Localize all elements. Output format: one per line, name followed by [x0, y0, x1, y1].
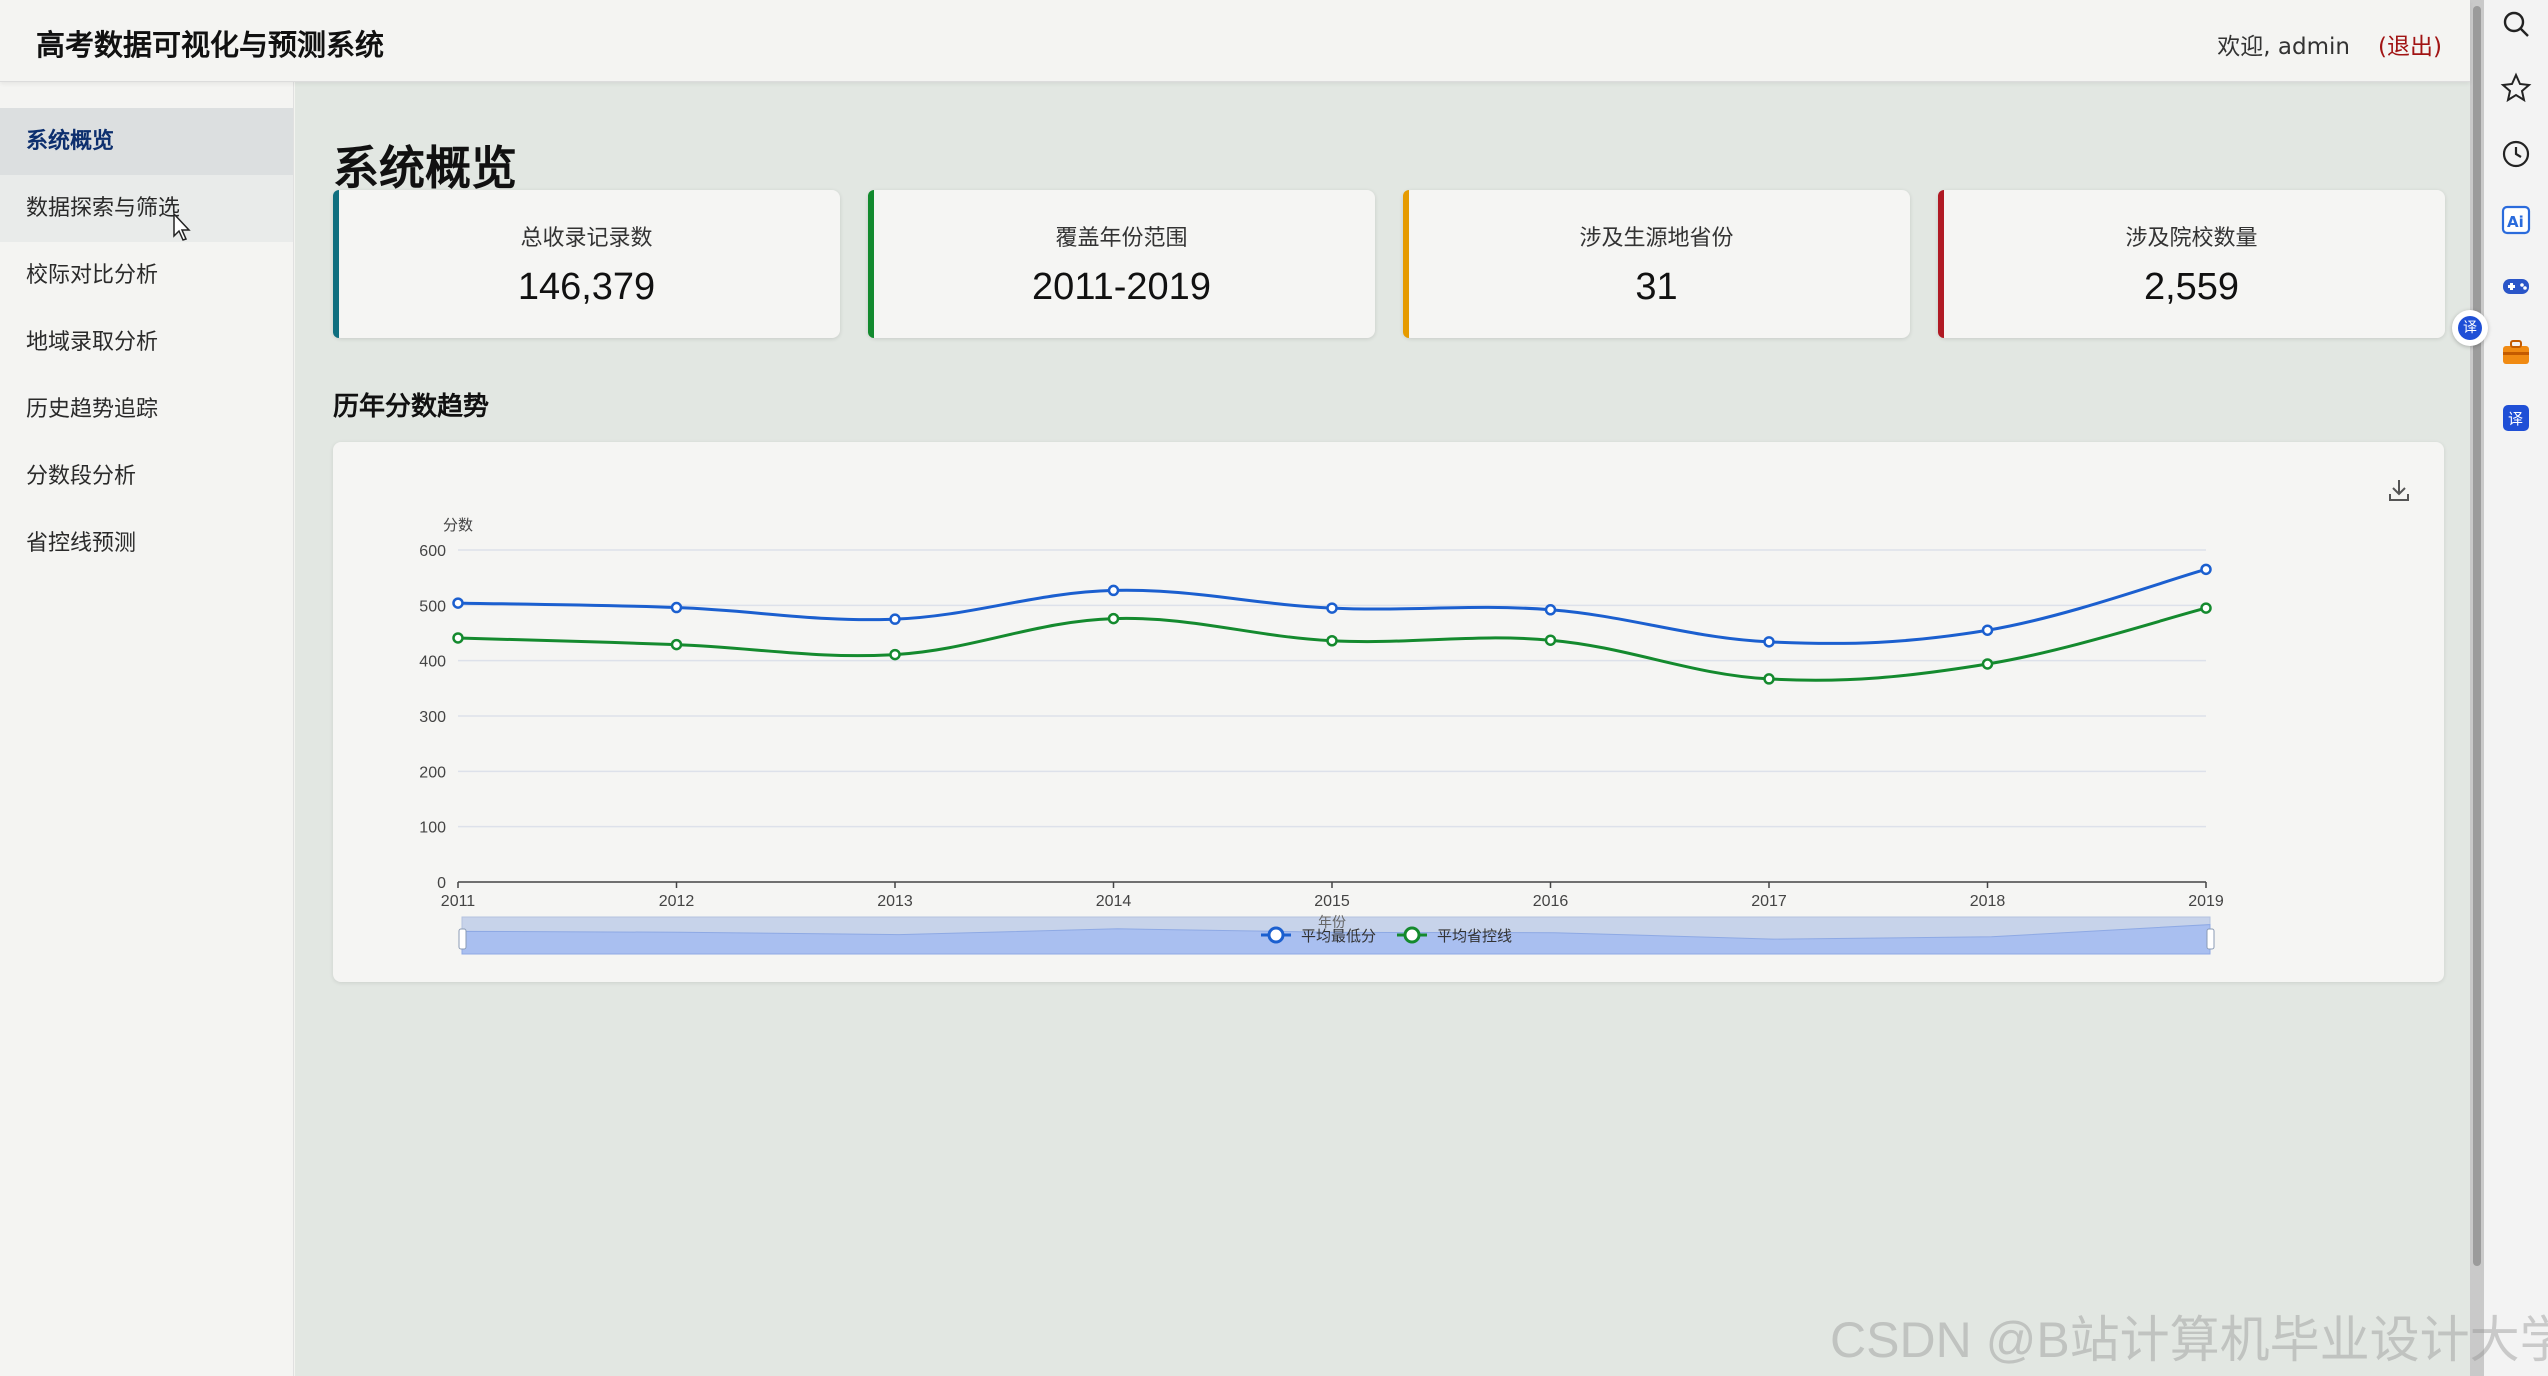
- data-point: [452, 632, 464, 644]
- welcome-text: 欢迎, admin: [2217, 34, 2350, 60]
- x-axis-label: 年份: [1318, 915, 1346, 931]
- svg-text:Ai: Ai: [2507, 213, 2524, 231]
- data-point: [889, 613, 901, 625]
- y-tick-label: 300: [419, 709, 446, 726]
- section-title-trend: 历年分数趋势: [333, 392, 490, 422]
- data-point: [1107, 584, 1120, 597]
- data-point: [670, 601, 683, 614]
- sidebar-item-control-line-predict[interactable]: 省控线预测: [26, 531, 137, 556]
- sidebar-item-overview[interactable]: 系统概览: [0, 108, 293, 175]
- game-icon[interactable]: [2500, 270, 2532, 302]
- card-accent-bar: [1938, 190, 1944, 338]
- page-scrollbar[interactable]: [2470, 0, 2484, 1376]
- browser-sidebar: Ai 译: [2484, 0, 2548, 1376]
- sidebar-item-region-admission[interactable]: 地域录取分析: [26, 330, 159, 355]
- trend-chart-panel: 0 100 200 300 400 500 600 2011 2012 2013 2014 2015 2…: [333, 442, 2444, 982]
- y-tick-label: 400: [419, 654, 446, 671]
- y-tick-label: 600: [419, 543, 446, 560]
- x-tick-label: 2012: [659, 893, 695, 910]
- data-point: [1326, 634, 1338, 647]
- y-tick-label: 100: [419, 820, 446, 837]
- card-label: 涉及院校数量: [2125, 226, 2258, 251]
- card-accent-bar: [333, 190, 339, 338]
- data-point: [1981, 658, 1994, 670]
- card-label: 覆盖年份范围: [1055, 226, 1188, 251]
- x-tick-label: 2019: [2188, 893, 2224, 910]
- sidebar: 系统概览 数据探索与筛选 校际对比分析 地域录取分析 历史趋势追踪 分数段分析 …: [0, 82, 294, 1376]
- scrollbar-thumb[interactable]: [2473, 6, 2481, 1266]
- x-tick-label: 2015: [1314, 893, 1350, 910]
- search-icon[interactable]: [2500, 8, 2532, 40]
- data-point: [670, 638, 683, 651]
- stat-card-school-count: 涉及院校数量 2,559: [1938, 190, 2445, 338]
- top-bar: 高考数据可视化与预测系统 欢迎, admin (退出): [0, 0, 2470, 82]
- x-tick-label: 2017: [1751, 893, 1787, 910]
- card-value: 2,559: [2143, 266, 2240, 308]
- mouse-cursor-icon: [173, 212, 191, 241]
- stat-card-total-records: 总收录记录数 146,379: [333, 190, 840, 338]
- trend-line-chart: 0 100 200 300 400 500 600 2011 2012 2013 2014 2015 2…: [419, 480, 2409, 955]
- floating-translate-button[interactable]: 译: [2452, 310, 2488, 346]
- card-value: 31: [1635, 266, 1678, 308]
- data-point: [1544, 634, 1557, 646]
- data-point: [1763, 636, 1775, 648]
- data-point: [452, 597, 464, 609]
- x-tick-label: 2014: [1096, 893, 1132, 910]
- stat-card-year-range: 覆盖年份范围 2011-2019: [868, 190, 1375, 338]
- ai-icon[interactable]: Ai: [2500, 204, 2532, 236]
- main-content: 系统概览 总收录记录数 146,379 覆盖年份范围 2011-2019 涉及生…: [295, 82, 2470, 1376]
- data-point: [1981, 624, 1994, 636]
- card-value: 146,379: [517, 266, 656, 308]
- card-accent-bar: [1403, 190, 1409, 338]
- sidebar-item-data-explore[interactable]: 数据探索与筛选: [0, 175, 293, 242]
- app-title: 高考数据可视化与预测系统: [36, 28, 385, 62]
- page-title: 系统概览: [333, 141, 517, 195]
- data-point: [1326, 602, 1338, 614]
- history-icon[interactable]: [2500, 138, 2532, 170]
- translate-badge-icon: 译: [2458, 316, 2482, 340]
- data-point: [1544, 604, 1557, 616]
- x-tick-label: 2018: [1970, 893, 2006, 910]
- watermark: CSDN @B站计算机毕业设计大学: [1830, 1312, 2548, 1368]
- sidebar-item-history-trend[interactable]: 历史趋势追踪: [26, 397, 159, 422]
- toolbox-icon[interactable]: [2500, 336, 2532, 368]
- download-icon[interactable]: [2389, 480, 2409, 501]
- legend-marker-1: [1403, 926, 1421, 944]
- data-point: [2200, 602, 2212, 614]
- svg-text:译: 译: [2508, 410, 2523, 428]
- card-label: 总收录记录数: [520, 226, 653, 251]
- y-tick-label: 500: [419, 598, 446, 615]
- y-axis-label: 分数: [443, 516, 473, 534]
- card-accent-bar: [868, 190, 874, 338]
- data-point: [1107, 612, 1120, 625]
- sidebar-item-score-range[interactable]: 分数段分析: [26, 464, 137, 489]
- sidebar-item-school-compare[interactable]: 校际对比分析: [26, 263, 159, 288]
- card-value: 2011-2019: [1032, 266, 1211, 308]
- y-tick-label: 200: [419, 764, 446, 781]
- star-icon[interactable]: [2500, 72, 2532, 104]
- x-tick-label: 2013: [877, 893, 913, 910]
- legend-label-0: 平均最低分: [1301, 927, 1376, 945]
- zoom-handle-right: [2206, 928, 2215, 950]
- logout-link[interactable]: (退出): [2378, 34, 2442, 60]
- data-point: [2200, 563, 2212, 576]
- data-point: [889, 648, 901, 661]
- x-tick-label: 2011: [441, 893, 476, 910]
- data-point: [1763, 673, 1775, 685]
- y-tick-label: 0: [437, 875, 446, 892]
- zoom-handle-left: [458, 928, 467, 950]
- stat-card-province-count: 涉及生源地省份 31: [1403, 190, 1910, 338]
- translate-icon[interactable]: 译: [2500, 402, 2532, 434]
- legend-marker-0: [1267, 926, 1285, 944]
- x-tick-label: 2016: [1533, 893, 1569, 910]
- legend-label-1: 平均省控线: [1437, 927, 1512, 945]
- card-label: 涉及生源地省份: [1579, 226, 1734, 251]
